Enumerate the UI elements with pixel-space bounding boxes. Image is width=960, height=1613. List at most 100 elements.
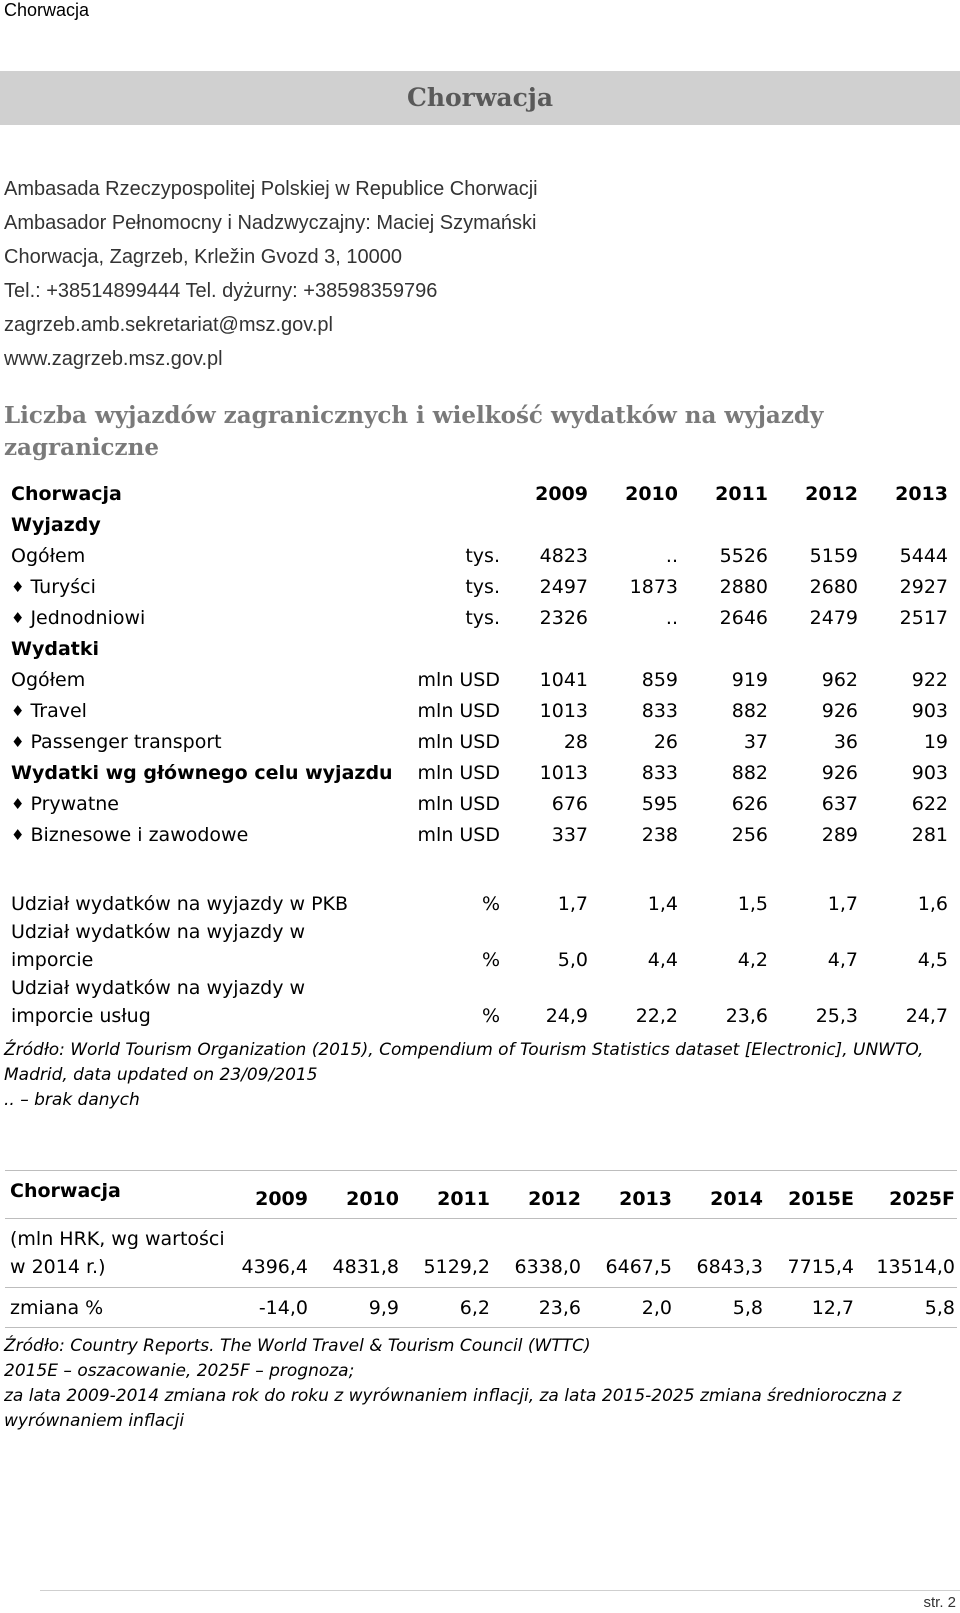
diamond-bullet-icon: ♦ [11,578,25,596]
row-unit: % [482,893,501,915]
table-cell: 5,8 [924,1297,955,1319]
table-cell: 12,7 [811,1297,854,1319]
table-cell: 882 [731,700,768,722]
row-unit: tys. [465,607,500,629]
note-line: 2015E – oszacowanie, 2025F – prognoza; [4,1361,355,1381]
year-header: 2015E [788,1188,854,1210]
table-rule [5,1287,957,1288]
table-cell: 4,2 [737,949,768,971]
row-label: Udział wydatków na wyjazdy w PKB [11,893,349,915]
table-cell: 36 [833,731,858,753]
table-cell: 2927 [899,576,948,598]
source-note-unwto: Źródło: World Tourism Organization (2015… [4,1040,924,1085]
diamond-bullet-icon: ♦ [11,733,25,751]
row-label: (mln HRK, wg wartości [10,1228,225,1250]
table-cell: 6,2 [459,1297,490,1319]
group-heading-wyjazdy: Wyjazdy [0,510,960,540]
table-cell: 6843,3 [696,1256,763,1278]
row-label: imporcie usług [11,1005,151,1027]
year-header: 2010 [625,483,678,505]
note-line: Źródło: Country Reports. The World Trave… [4,1336,591,1356]
year-header: 2013 [619,1188,672,1210]
table-cell: 256 [731,824,768,846]
table-cell: 281 [911,824,948,846]
table-cell: 926 [821,700,858,722]
row-unit: mln USD [417,700,500,722]
table-cell: .. [665,607,678,629]
year-header: 2014 [710,1188,763,1210]
banner-title: Chorwacja [406,83,554,112]
table-cell: 2517 [899,607,948,629]
row-label: Ogółem [11,545,86,567]
group-heading-wydatki: Wydatki [0,634,960,664]
table-row: ♦ Prywatne mln USD 676 595 626 637 622 [0,789,960,819]
row-unit: % [482,949,501,971]
table-cell: 13514,0 [876,1256,955,1278]
title-banner: Chorwacja [0,71,960,125]
table-cell: 4396,4 [241,1256,308,1278]
table-cell: 4823 [539,545,588,567]
row-unit: mln USD [417,824,500,846]
table-cell: 26 [653,731,678,753]
table-cell: 19 [923,731,948,753]
table-row: ♦ Biznesowe i zawodowe mln USD 337 238 25… [0,820,960,850]
contact-phone: Tel.: +38514899444 Tel. dyżurny: +385983… [4,280,438,302]
contact-embassy: Ambasada Rzeczypospolitej Polskiej w Rep… [4,178,538,200]
table-cell: 1,7 [557,893,588,915]
row-label: ♦ Prywatne [11,793,119,815]
table-cell: 2326 [539,607,588,629]
table-cell: 337 [551,824,588,846]
table-cell: 637 [821,793,858,815]
table-cell: 626 [731,793,768,815]
group-label: Wyjazdy [11,514,101,536]
table-cell: 23,6 [725,1005,768,1027]
table-cell: 676 [551,793,588,815]
table-cell: 2,0 [641,1297,672,1319]
table-cell: 5,8 [732,1297,763,1319]
year-header: 2011 [715,483,768,505]
diamond-bullet-icon: ♦ [11,702,25,720]
contact-email[interactable]: zagrzeb.amb.sekretariat@msz.gov.pl [4,314,333,336]
table-cell: 24,9 [545,1005,588,1027]
table-cell: 2497 [539,576,588,598]
table-cell: 25,3 [815,1005,858,1027]
table-cell: 833 [641,762,678,784]
row-label: Wydatki wg głównego celu wyjazdu [11,762,393,784]
table-cell: 1013 [539,700,588,722]
table-header-row: Chorwacja 2009 2010 2011 2012 2013 [0,479,960,509]
table-cell: 2680 [809,576,858,598]
year-header: 2013 [895,483,948,505]
row-label: imporcie [11,949,94,971]
row-label: ♦ Biznesowe i zawodowe [11,824,249,846]
table-row: ♦ Passenger transport mln USD 28 26 37 36… [0,727,960,757]
table-cell: 6467,5 [605,1256,672,1278]
contact-website[interactable]: www.zagrzeb.msz.gov.pl [4,348,223,370]
year-header: 2009 [255,1188,308,1210]
section-heading: Liczba wyjazdów zagranicznych i wielkość… [4,402,824,461]
table-cell: 28 [563,731,588,753]
table-cell: 1041 [539,669,588,691]
row-unit: mln USD [417,669,500,691]
diamond-bullet-icon: ♦ [11,609,25,627]
table-cell: 1,5 [737,893,768,915]
contact-address: Chorwacja, Zagrzeb, Krležin Gvozd 3, 100… [4,246,402,268]
table-row: Ogółem mln USD 1041 859 919 962 922 [0,665,960,695]
year-header: 2011 [437,1188,490,1210]
row-unit: mln USD [417,762,500,784]
table-row: ♦ Turyści tys. 2497 1873 2880 2680 2927 [0,572,960,602]
table-cell: 1,4 [647,893,678,915]
missing-data-note: .. – brak danych [4,1090,140,1110]
table-row: Ogółem tys. 4823 .. 5526 5159 5444 [0,541,960,571]
table-row: ♦ Travel mln USD 1013 833 882 926 903 [0,696,960,726]
group-label: Wydatki [11,638,99,660]
table-row: Wydatki wg głównego celu wyjazdu mln USD… [0,758,960,788]
year-header: 2010 [346,1188,399,1210]
row-label: Udział wydatków na wyjazdy w [11,977,306,999]
table-cell: 2880 [719,576,768,598]
table-cell: 1,6 [917,893,948,915]
table-cell: 2479 [809,607,858,629]
table-cell: 1013 [539,762,588,784]
table-cell: 5159 [809,545,858,567]
table-rule [5,1170,957,1171]
table-cell: 882 [731,762,768,784]
